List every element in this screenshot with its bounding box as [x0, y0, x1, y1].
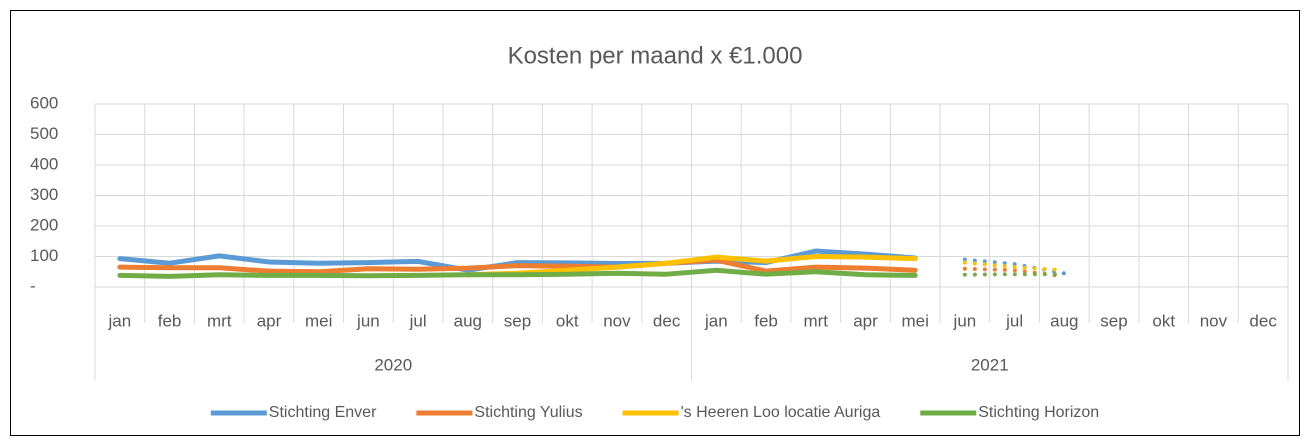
series-line	[117, 267, 918, 279]
x-tick-label: mrt	[207, 311, 232, 330]
legend-label: Stichting Yulius	[474, 404, 582, 421]
series-line	[465, 254, 918, 278]
x-tick-label: mei	[901, 311, 928, 330]
x-tick-label: jan	[108, 311, 132, 330]
y-tick-label: 500	[30, 124, 58, 143]
legend-label: Stichting Enver	[269, 404, 377, 421]
x-tick-label: mrt	[803, 311, 828, 330]
legend-label: 's Heeren Loo locatie Auriga	[681, 404, 881, 421]
x-tick-label: jul	[1005, 311, 1023, 330]
forecast-line	[962, 257, 1067, 276]
y-tick-label: 600	[30, 93, 58, 112]
forecast-line	[962, 260, 1067, 273]
x-tick-label: aug	[1050, 311, 1078, 330]
y-tick-label: 200	[30, 215, 58, 234]
series-line	[117, 257, 918, 275]
forecast-line	[962, 266, 1067, 279]
chart-title: Kosten per maand x €1.000	[508, 42, 803, 69]
y-tick-label: 100	[30, 246, 58, 265]
x-tick-label: jun	[356, 311, 380, 330]
x-tick-label: nov	[603, 311, 631, 330]
x-tick-label: sep	[504, 311, 531, 330]
forecast-line	[962, 272, 1067, 277]
group-label: 2020	[374, 355, 412, 374]
x-tick-label: apr	[257, 311, 282, 330]
x-tick-label: jul	[409, 311, 427, 330]
y-tick-label: 300	[30, 185, 58, 204]
x-tick-label: okt	[1152, 311, 1175, 330]
legend-label: Stichting Horizon	[978, 404, 1099, 421]
group-label: 2021	[971, 355, 1009, 374]
x-tick-label: dec	[1249, 311, 1277, 330]
y-tick-label: 400	[30, 154, 58, 173]
x-tick-label: sep	[1100, 311, 1127, 330]
x-tick-label: mei	[305, 311, 332, 330]
x-tick-label: feb	[158, 311, 182, 330]
y-tick-label: -	[30, 276, 36, 295]
x-tick-label: aug	[454, 311, 482, 330]
x-tick-label: feb	[754, 311, 778, 330]
chart-border	[10, 10, 1300, 436]
x-tick-label: apr	[853, 311, 878, 330]
x-tick-label: jun	[953, 311, 977, 330]
x-tick-label: okt	[556, 311, 579, 330]
x-tick-label: jan	[704, 311, 728, 330]
x-tick-label: dec	[653, 311, 681, 330]
x-tick-label: nov	[1200, 311, 1228, 330]
